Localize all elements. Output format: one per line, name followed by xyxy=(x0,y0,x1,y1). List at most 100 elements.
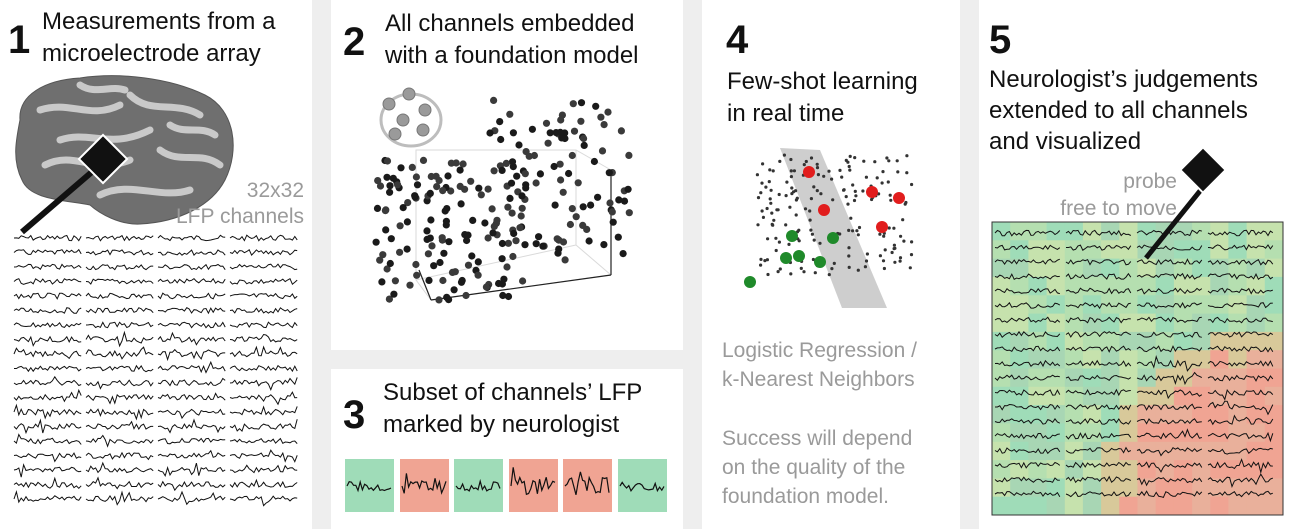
lfp-trace xyxy=(229,419,298,433)
sample-trace xyxy=(564,471,610,495)
sample-point xyxy=(844,158,848,162)
channel-trace xyxy=(1207,302,1273,309)
channel-trace xyxy=(1207,374,1274,382)
method-label: Logistic Regression / k-Nearest Neighbor… xyxy=(722,336,917,394)
embedding-point xyxy=(597,113,605,121)
channel-trace xyxy=(1207,431,1274,443)
marked-sample xyxy=(508,459,558,512)
embedding-point xyxy=(566,220,574,229)
sample-point xyxy=(832,261,836,265)
embedding-point xyxy=(499,291,507,300)
channel-trace xyxy=(994,389,1061,396)
heatmap-cell xyxy=(1101,478,1120,498)
embedding-point xyxy=(394,181,402,189)
heatmap-cell xyxy=(1264,441,1284,461)
lfp-trace xyxy=(13,292,82,300)
channel-trace xyxy=(1065,491,1132,498)
channel-trace xyxy=(1136,389,1203,400)
sample-point xyxy=(857,225,862,230)
embedding-point xyxy=(469,216,477,224)
panel-few-shot: 4 Few-shot learning in real time Logisti… xyxy=(702,0,960,529)
sample-point xyxy=(892,226,896,230)
lfp-trace xyxy=(85,379,154,390)
embedding-point xyxy=(509,129,517,137)
heatmap-cell xyxy=(1101,313,1120,333)
sample-point xyxy=(766,272,770,277)
heatmap-cell xyxy=(1228,368,1248,388)
embedding-point xyxy=(551,201,559,209)
lfp-trace xyxy=(13,335,82,347)
embedding-point xyxy=(403,218,411,226)
brain-illustration xyxy=(13,75,298,507)
lfp-trace xyxy=(14,365,82,373)
heatmap-cell xyxy=(1046,405,1066,424)
sample-trace-line xyxy=(509,467,555,496)
embedding-point xyxy=(528,125,536,133)
embedding-point xyxy=(530,151,538,160)
lfp-trace xyxy=(157,418,226,434)
embedding-point xyxy=(408,163,416,171)
embedding-point xyxy=(406,281,414,289)
embedding-point xyxy=(583,225,591,233)
channel-trace xyxy=(1065,461,1131,469)
lfp-trace xyxy=(13,418,82,435)
heatmap-cell xyxy=(1082,313,1102,333)
embedding-point xyxy=(432,172,440,180)
channel-trace xyxy=(1065,316,1131,324)
heatmap-cell xyxy=(1137,258,1157,278)
heatmap-cell xyxy=(1246,313,1266,333)
heatmap-cell xyxy=(1028,276,1048,296)
channel-trace xyxy=(1136,345,1203,353)
sample-point xyxy=(899,234,903,238)
lfp-trace xyxy=(229,464,298,474)
embedding-point xyxy=(522,148,530,156)
heatmap-cell xyxy=(1192,496,1211,516)
lfp-trace xyxy=(229,449,298,463)
embedding-point xyxy=(412,260,420,269)
lfp-trace xyxy=(13,347,82,360)
sample-point xyxy=(789,272,793,276)
lfp-trace xyxy=(85,490,154,506)
sample-point xyxy=(852,198,857,203)
heatmap-cell xyxy=(1264,222,1284,241)
channel-trace xyxy=(1207,388,1274,401)
sample-point xyxy=(790,186,794,190)
sample-point xyxy=(878,232,882,236)
sample-point xyxy=(795,196,799,200)
sample-point xyxy=(887,159,891,163)
step-number-2: 2 xyxy=(343,20,366,64)
heatmap-cell xyxy=(1137,386,1157,406)
lfp-trace xyxy=(157,462,226,478)
embedded-points xyxy=(372,96,633,304)
embedding-point xyxy=(456,166,464,174)
grid-label-line2: LFP channels xyxy=(175,205,304,228)
heatmap-cell xyxy=(1264,350,1284,369)
sample-point xyxy=(815,166,820,170)
embedding-point xyxy=(389,174,397,182)
channel-trace xyxy=(1136,428,1202,440)
heatmap-cell xyxy=(1119,350,1138,369)
sample-point xyxy=(861,189,865,193)
channel-trace xyxy=(995,403,1061,411)
panel-measurements: 1 Measurements from a microelectrode arr… xyxy=(0,0,312,529)
marked-point xyxy=(803,166,815,178)
heatmap-cell xyxy=(1264,368,1284,388)
sample-point xyxy=(785,180,789,184)
embedding-point xyxy=(423,227,431,235)
sample-point xyxy=(759,257,763,261)
panel-visualization: 5 Neurologist’s judgements extended to a… xyxy=(979,0,1293,529)
sample-point xyxy=(774,248,778,253)
heatmap-cell xyxy=(1028,423,1048,443)
probe-label-line1: probe xyxy=(1123,170,1177,193)
channel-trace xyxy=(1065,418,1132,425)
channel-trace xyxy=(994,418,1061,425)
channel-trace xyxy=(1207,259,1274,266)
channel-trace xyxy=(1207,244,1274,251)
embedding-point xyxy=(544,139,552,147)
channel-trace xyxy=(994,359,1061,368)
sample-point xyxy=(760,209,764,213)
embedding-point xyxy=(430,262,438,270)
sample-point xyxy=(777,240,781,244)
step-number-3: 3 xyxy=(343,393,366,437)
embedding-point xyxy=(382,226,390,234)
